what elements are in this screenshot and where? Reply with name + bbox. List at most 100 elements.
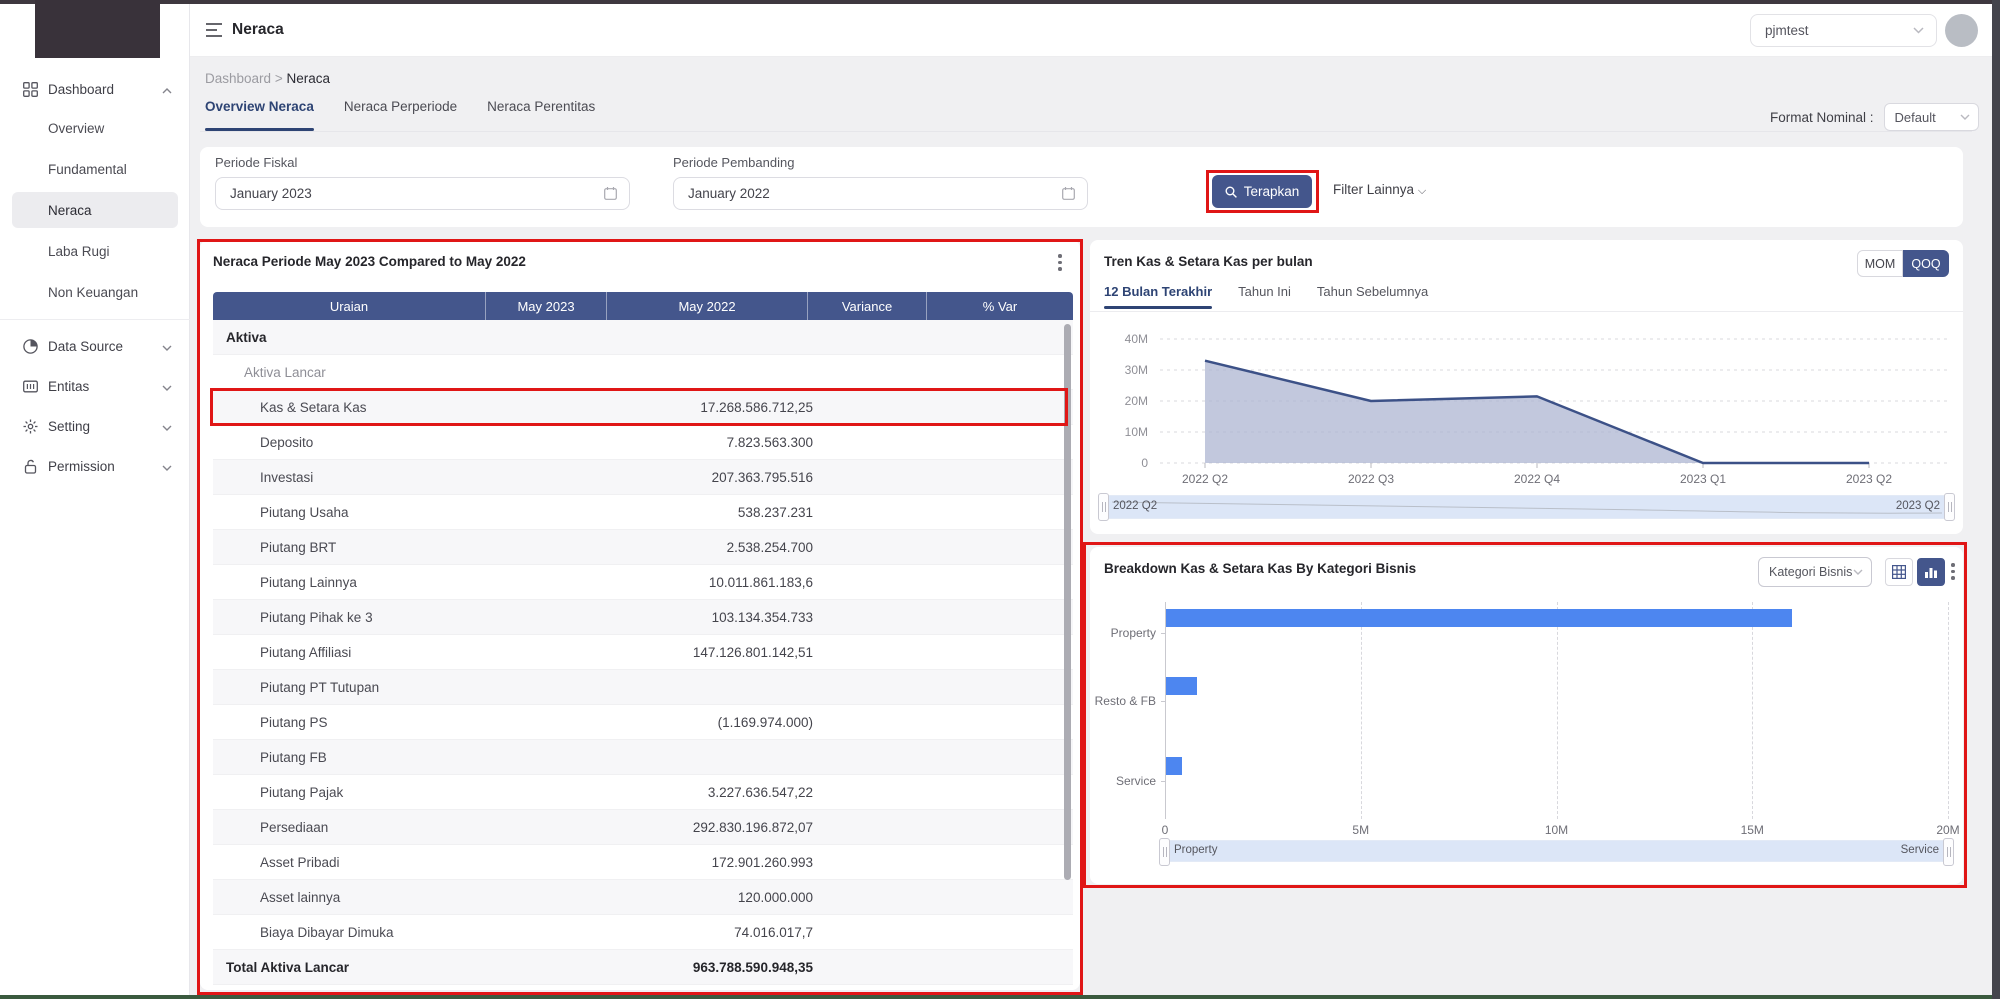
table-row[interactable]: Asset Pribadi 172.901.260.993 bbox=[213, 845, 1073, 880]
breadcrumb: Dashboard > Neraca bbox=[205, 71, 330, 86]
breadcrumb-parent[interactable]: Dashboard bbox=[205, 71, 272, 86]
table-row[interactable]: Total Aktiva Lancar 963.788.590.948,35 bbox=[213, 950, 1073, 985]
tab-12-bulan-terakhir[interactable]: 12 Bulan Terakhir bbox=[1104, 284, 1213, 309]
row-label: Aktiva bbox=[226, 329, 267, 345]
table-row[interactable]: Persediaan 292.830.196.872,07 bbox=[213, 810, 1073, 845]
table-row[interactable]: Piutang PS (1.169.974.000) bbox=[213, 705, 1073, 740]
slider-left-handle[interactable] bbox=[1159, 838, 1170, 866]
bar-service[interactable] bbox=[1166, 757, 1182, 775]
sidebar-item-entitas[interactable]: Entitas bbox=[0, 367, 190, 405]
filter-more-button[interactable]: Filter Lainnya ⌵ bbox=[1333, 182, 1426, 198]
avatar[interactable] bbox=[1945, 14, 1978, 47]
sidebar-item-laba-rugi[interactable]: Laba Rugi bbox=[12, 233, 178, 269]
tab-neraca-perperiode[interactable]: Neraca Perperiode bbox=[343, 99, 458, 114]
breakdown-range-slider[interactable]: Property Service bbox=[1159, 838, 1954, 866]
sidebar-item-dashboard[interactable]: Dashboard bbox=[0, 70, 190, 108]
pie-icon bbox=[22, 338, 38, 354]
bar-resto-fb[interactable] bbox=[1166, 677, 1198, 695]
breakdown-card: Breakdown Kas & Setara Kas By Kategori B… bbox=[1090, 547, 1963, 884]
category-tick bbox=[1161, 701, 1166, 702]
column-header--var[interactable]: % Var bbox=[982, 298, 1018, 314]
sidebar-item-non-keuangan[interactable]: Non Keuangan bbox=[12, 274, 178, 310]
category-tick bbox=[1161, 781, 1166, 782]
sidebar-item-fundamental[interactable]: Fundamental bbox=[12, 151, 178, 187]
slider-band[interactable] bbox=[1165, 840, 1948, 862]
row-label: Asset lainnya bbox=[260, 889, 341, 905]
table-row[interactable]: Piutang Pihak ke 3 103.134.354.733 bbox=[213, 600, 1073, 635]
table-row[interactable]: Investasi 207.363.795.516 bbox=[213, 460, 1073, 495]
tab-tahun-sebelumnya[interactable]: Tahun Sebelumnya bbox=[1316, 284, 1429, 299]
row-value: (1.169.974.000) bbox=[717, 714, 813, 730]
table-row[interactable]: Asset lainnya 120.000.000 bbox=[213, 880, 1073, 915]
tab-tahun-ini[interactable]: Tahun Ini bbox=[1238, 284, 1291, 299]
sidebar-item-setting[interactable]: Setting bbox=[0, 407, 190, 445]
tab-neraca-perentitas[interactable]: Neraca Perentitas bbox=[487, 99, 596, 114]
row-label: Piutang Pajak bbox=[260, 784, 344, 800]
collapse-menu-icon[interactable] bbox=[206, 23, 222, 37]
table-row[interactable]: Piutang PT Tutupan bbox=[213, 670, 1073, 705]
category-label: Service bbox=[1115, 774, 1156, 788]
sidebar-item-data-source[interactable]: Data Source bbox=[0, 327, 190, 365]
table-row[interactable]: Piutang Pajak 3.227.636.547,22 bbox=[213, 775, 1073, 810]
row-label: Piutang FB bbox=[260, 749, 327, 765]
table-card-title: Neraca Periode May 2023 Compared to May … bbox=[213, 254, 526, 269]
apply-button-label: Terapkan bbox=[1243, 184, 1300, 199]
browser-scrollbar[interactable] bbox=[1992, 0, 2000, 999]
table-row[interactable]: Aktiva bbox=[213, 320, 1073, 355]
table-view-button[interactable] bbox=[1885, 558, 1913, 586]
table-row[interactable]: Piutang BRT 2.538.254.700 bbox=[213, 530, 1073, 565]
sidebar: Dashboard Overview Fundamental Neraca Laba R… bbox=[0, 4, 190, 995]
kebab-menu-icon[interactable] bbox=[1058, 254, 1062, 271]
column-header-uraian[interactable]: Uraian bbox=[213, 292, 486, 320]
gear-icon bbox=[22, 418, 38, 434]
format-nominal-select[interactable]: Default bbox=[1883, 103, 1979, 131]
row-value: 7.823.563.300 bbox=[726, 434, 813, 450]
kategori-bisnis-select[interactable]: Kategori Bisnis bbox=[1758, 557, 1872, 587]
toggle-qoq[interactable]: QOQ bbox=[1903, 250, 1949, 277]
gridline bbox=[1556, 602, 1558, 819]
slider-band[interactable] bbox=[1104, 495, 1949, 519]
table-scrollbar[interactable] bbox=[1064, 324, 1071, 880]
x-axis-label: 20M bbox=[1936, 823, 1960, 837]
sidebar-item-overview[interactable]: Overview bbox=[12, 110, 178, 146]
table-row[interactable]: Piutang Usaha 538.237.231 bbox=[213, 495, 1073, 530]
table-row[interactable]: Piutang Affiliasi 147.126.801.142,51 bbox=[213, 635, 1073, 670]
column-header-variance[interactable]: Variance bbox=[808, 292, 927, 320]
chevron-down-icon bbox=[1913, 27, 1924, 34]
sidebar-item-permission[interactable]: Permission bbox=[0, 447, 190, 485]
table-row[interactable]: Deposito 7.823.563.300 bbox=[213, 425, 1073, 460]
sidebar-item-label: Data Source bbox=[48, 338, 124, 354]
table-row[interactable]: Biaya Dibayar Dimuka 74.016.017,7 bbox=[213, 915, 1073, 950]
trend-range-slider[interactable]: 2022 Q2 2023 Q2 bbox=[1098, 493, 1955, 521]
row-label: Persediaan bbox=[260, 819, 329, 835]
table-row[interactable]: Kas & Setara Kas 17.268.586.712,25 bbox=[213, 390, 1073, 425]
row-label: Piutang Affiliasi bbox=[260, 644, 352, 660]
slider-right-handle[interactable] bbox=[1943, 838, 1954, 866]
apply-button[interactable]: Terapkan bbox=[1212, 175, 1312, 208]
column-header-may-2022[interactable]: May 2022 bbox=[607, 292, 808, 320]
toggle-mom[interactable]: MOM bbox=[1857, 250, 1903, 277]
table-row[interactable]: Piutang FB bbox=[213, 740, 1073, 775]
svg-text:2022 Q3: 2022 Q3 bbox=[1348, 472, 1394, 486]
column-header-may-2023[interactable]: May 2023 bbox=[486, 292, 607, 320]
x-axis-label: 15M bbox=[1740, 823, 1764, 837]
filter-more-label: Filter Lainnya bbox=[1333, 182, 1415, 197]
row-value: 17.268.586.712,25 bbox=[700, 399, 813, 415]
kebab-menu-icon[interactable] bbox=[1951, 563, 1955, 580]
chevron-down-icon bbox=[162, 339, 172, 354]
slider-right-handle[interactable] bbox=[1944, 493, 1955, 521]
sidebar-item-neraca[interactable]: Neraca bbox=[12, 192, 178, 228]
table-row[interactable]: Piutang Lainnya 10.011.861.183,6 bbox=[213, 565, 1073, 600]
slider-left-handle[interactable] bbox=[1098, 493, 1109, 521]
tab-overview-neraca[interactable]: Overview Neraca bbox=[205, 99, 314, 131]
chart-view-button[interactable] bbox=[1917, 558, 1945, 586]
chevron-down-icon bbox=[162, 419, 172, 434]
user-dropdown[interactable]: pjmtest bbox=[1750, 14, 1937, 47]
row-value: 963.788.590.948,35 bbox=[692, 959, 813, 975]
bar-property[interactable] bbox=[1166, 609, 1793, 627]
table-row[interactable]: Aktiva Lancar bbox=[213, 355, 1073, 390]
slider-to-label: Service bbox=[1900, 844, 1939, 856]
periode-pembanding-input[interactable]: January 2022 bbox=[673, 177, 1088, 210]
breadcrumb-separator: > bbox=[274, 71, 283, 86]
periode-fiskal-input[interactable]: January 2023 bbox=[215, 177, 630, 210]
